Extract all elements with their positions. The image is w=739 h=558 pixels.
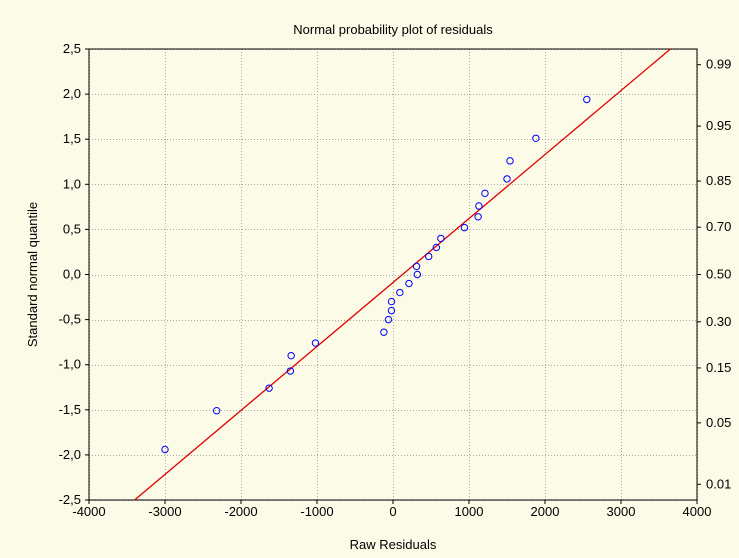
data-point xyxy=(387,306,396,315)
y-tick-label: 2,5 xyxy=(63,41,81,56)
y-tick-label: 1,0 xyxy=(63,176,81,191)
right-tick-label: 0.05 xyxy=(706,415,731,430)
data-point xyxy=(384,315,393,324)
data-point xyxy=(460,223,469,232)
data-point xyxy=(474,213,482,221)
x-tick-label: -4000 xyxy=(72,504,105,519)
data-point xyxy=(412,262,421,271)
right-tick-label: 0.15 xyxy=(706,360,731,375)
y-tick-label: 2,0 xyxy=(63,86,81,101)
right-tick-label: 0.01 xyxy=(706,476,731,491)
data-point xyxy=(405,279,413,288)
x-tick-label: -3000 xyxy=(148,504,181,519)
right-tick-label: 0.99 xyxy=(706,57,731,72)
data-point xyxy=(506,157,514,165)
data-point xyxy=(161,445,169,454)
data-point xyxy=(583,95,591,104)
data-point xyxy=(212,407,221,415)
data-point xyxy=(396,288,404,297)
data-point xyxy=(432,243,441,252)
data-point xyxy=(481,189,489,198)
x-tick-label: 4000 xyxy=(683,504,712,519)
y-tick-label: -2,0 xyxy=(59,447,81,462)
y-axis-title: Standard normal quantile xyxy=(25,202,40,347)
y-tick-label: -0,5 xyxy=(59,312,81,327)
x-tick-label: 1000 xyxy=(455,504,484,519)
data-point xyxy=(380,328,388,336)
reference-line xyxy=(134,48,671,501)
data-points xyxy=(161,95,591,454)
reference-line-group xyxy=(134,48,671,501)
data-point xyxy=(475,202,483,210)
grid-lines xyxy=(89,49,698,501)
x-tick-label: 0 xyxy=(389,504,396,519)
x-tick-label: -2000 xyxy=(224,504,257,519)
y-tick-label: 0,5 xyxy=(63,221,81,236)
data-point xyxy=(387,297,396,306)
y-tick-label: -2,5 xyxy=(59,492,81,507)
chart-title: Normal probability plot of residuals xyxy=(293,22,493,37)
y-tick-label: -1,0 xyxy=(59,357,81,372)
x-axis-title: Raw Residuals xyxy=(350,537,437,552)
data-point xyxy=(413,270,422,279)
data-point xyxy=(503,175,511,183)
x-tick-label: -1000 xyxy=(300,504,333,519)
y-tick-label: -1,5 xyxy=(59,402,81,417)
right-tick-label: 0.50 xyxy=(706,267,731,282)
data-point xyxy=(265,384,273,392)
data-point xyxy=(532,134,540,142)
data-point xyxy=(287,351,295,360)
right-tick-label: 0.70 xyxy=(706,219,731,234)
data-point xyxy=(425,252,433,261)
right-tick-label: 0.85 xyxy=(706,173,731,188)
x-tick-label: 3000 xyxy=(607,504,636,519)
right-tick-label: 0.95 xyxy=(706,118,731,133)
data-point xyxy=(286,367,295,375)
y-tick-label: 0,0 xyxy=(63,267,81,282)
x-tick-label: 2000 xyxy=(531,504,560,519)
axis-ticks: -4000 -3000 -2000 -1000 0 1000 2000 3000 4000 -2,… xyxy=(59,41,732,519)
right-tick-label: 0.30 xyxy=(706,314,731,329)
data-point xyxy=(311,339,320,347)
y-tick-label: 1,5 xyxy=(63,131,81,146)
data-point xyxy=(437,234,445,243)
